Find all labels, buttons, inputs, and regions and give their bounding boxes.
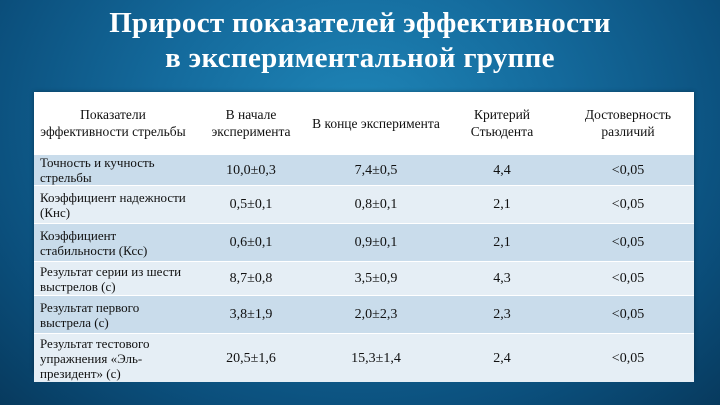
slide-title: Прирост показателей эффективности в эксп… xyxy=(0,6,720,76)
row-indicator: Коэффициент стабильности (Ксс) xyxy=(34,223,192,262)
header-significance: Достоверность различий xyxy=(562,92,694,155)
table-row: Результат первого выстрела (с) 3,8±1,9 2… xyxy=(34,295,694,334)
cell-student: 2,1 xyxy=(442,185,562,224)
table-row: Точность и кучность стрельбы 10,0±0,3 7,… xyxy=(34,154,694,186)
table-row: Коэффициент надежности (Кнс) 0,5±0,1 0,8… xyxy=(34,185,694,224)
cell-significance: <0,05 xyxy=(562,295,694,334)
cell-start: 0,6±0,1 xyxy=(192,223,310,262)
header-start: В начале эксперимента xyxy=(192,92,310,155)
cell-start: 0,5±0,1 xyxy=(192,185,310,224)
cell-significance: <0,05 xyxy=(562,333,694,382)
cell-start: 3,8±1,9 xyxy=(192,295,310,334)
cell-significance: <0,05 xyxy=(562,154,694,186)
header-indicator: Показатели эффективности стрельбы xyxy=(34,92,192,155)
row-indicator: Коэффициент надежности (Кнс) xyxy=(34,185,192,224)
cell-start: 10,0±0,3 xyxy=(192,154,310,186)
cell-end: 0,9±0,1 xyxy=(310,223,442,262)
cell-student: 2,1 xyxy=(442,223,562,262)
cell-end: 7,4±0,5 xyxy=(310,154,442,186)
cell-significance: <0,05 xyxy=(562,185,694,224)
cell-student: 4,3 xyxy=(442,261,562,296)
cell-start: 20,5±1,6 xyxy=(192,333,310,382)
cell-student: 2,3 xyxy=(442,295,562,334)
cell-significance: <0,05 xyxy=(562,261,694,296)
header-end: В конце эксперимента xyxy=(310,92,442,155)
cell-student: 2,4 xyxy=(442,333,562,382)
row-indicator: Результат тестового упражнения «Эль-през… xyxy=(34,333,192,382)
cell-student: 4,4 xyxy=(442,154,562,186)
header-student: Критерий Стьюдента xyxy=(442,92,562,155)
cell-significance: <0,05 xyxy=(562,223,694,262)
slide-title-line-1: Прирост показателей эффективности xyxy=(109,7,611,39)
table-row: Результат тестового упражнения «Эль-през… xyxy=(34,333,694,382)
slide-title-line-2: в экспериментальной группе xyxy=(165,42,555,74)
results-table: Показатели эффективности стрельбы В нача… xyxy=(34,92,694,382)
table-header-row: Показатели эффективности стрельбы В нача… xyxy=(34,92,694,155)
cell-start: 8,7±0,8 xyxy=(192,261,310,296)
table-row: Результат серии из шести выстрелов (с) 8… xyxy=(34,261,694,296)
cell-end: 0,8±0,1 xyxy=(310,185,442,224)
cell-end: 3,5±0,9 xyxy=(310,261,442,296)
cell-end: 15,3±1,4 xyxy=(310,333,442,382)
row-indicator: Результат первого выстрела (с) xyxy=(34,295,192,334)
row-indicator: Точность и кучность стрельбы xyxy=(34,154,192,186)
row-indicator: Результат серии из шести выстрелов (с) xyxy=(34,261,192,296)
table-row: Коэффициент стабильности (Ксс) 0,6±0,1 0… xyxy=(34,223,694,262)
cell-end: 2,0±2,3 xyxy=(310,295,442,334)
results-table-container: Показатели эффективности стрельбы В нача… xyxy=(34,92,694,382)
